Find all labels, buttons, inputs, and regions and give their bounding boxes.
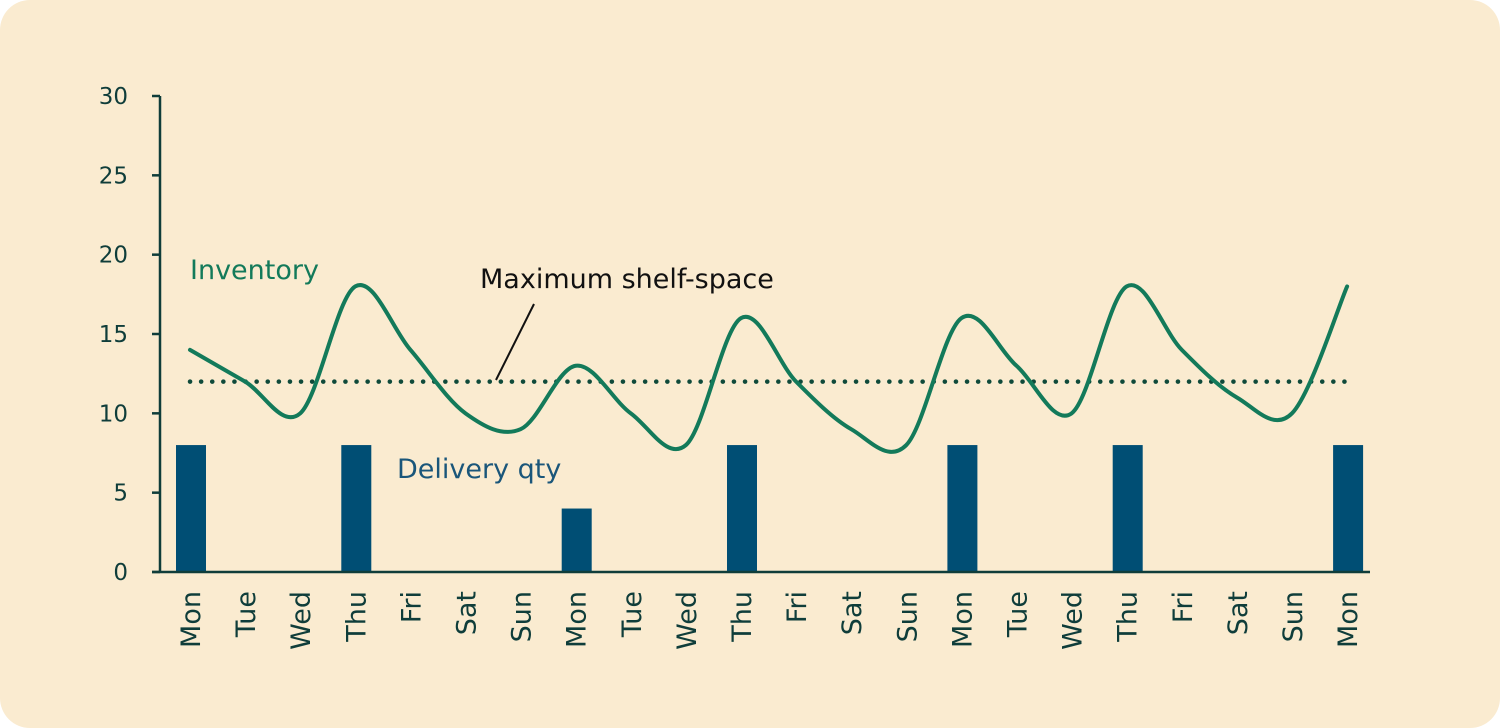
x-tick-label: Sun [507, 591, 538, 642]
x-tick-label: Thu [341, 591, 372, 643]
x-tick-label: Thu [727, 591, 758, 643]
y-tick-label: 0 [113, 560, 128, 586]
y-tick-label: 30 [99, 84, 128, 110]
x-tick-label: Mon [562, 591, 593, 648]
delivery-bar [1333, 445, 1364, 572]
x-tick-label: Tue [617, 591, 648, 638]
shelf-space-pointer [495, 303, 535, 381]
y-tick-label: 5 [113, 481, 128, 507]
x-tick-label: Sat [837, 591, 868, 635]
x-tick-label: Tue [231, 591, 262, 638]
x-tick-label: Sat [1223, 591, 1254, 635]
y-tick-label: 25 [99, 163, 128, 189]
x-tick-label: Fri [396, 591, 427, 623]
delivery-bar [1112, 445, 1143, 572]
y-tick-label: 20 [99, 243, 128, 269]
x-tick-label: Mon [947, 591, 978, 648]
x-tick-label: Wed [286, 591, 317, 650]
x-tick-label: Thu [1113, 591, 1144, 643]
x-tick-label: Tue [1003, 591, 1034, 638]
shelf-space-annotation: Maximum shelf-space [480, 264, 774, 295]
y-tick-label: 10 [99, 401, 128, 427]
x-tick-label: Mon [1333, 591, 1364, 648]
x-tick-label: Fri [782, 591, 813, 623]
x-tick-label: Wed [1058, 591, 1089, 650]
inventory-line [188, 283, 1350, 454]
x-tick-label: Sun [892, 591, 923, 642]
x-tick-label: Sun [1278, 591, 1309, 642]
delivery-bar [561, 508, 592, 572]
delivery-annotation: Delivery qty [397, 454, 561, 485]
delivery-bar [947, 445, 978, 572]
delivery-bar [341, 445, 372, 572]
x-tick-label: Mon [176, 591, 207, 648]
inventory-annotation: Inventory [190, 255, 319, 286]
delivery-bar [727, 445, 757, 572]
x-tick-label: Fri [1168, 591, 1199, 623]
delivery-bar [176, 445, 206, 572]
y-tick-label: 15 [99, 322, 128, 348]
x-tick-label: Sat [452, 591, 483, 635]
x-tick-label: Wed [672, 591, 703, 650]
